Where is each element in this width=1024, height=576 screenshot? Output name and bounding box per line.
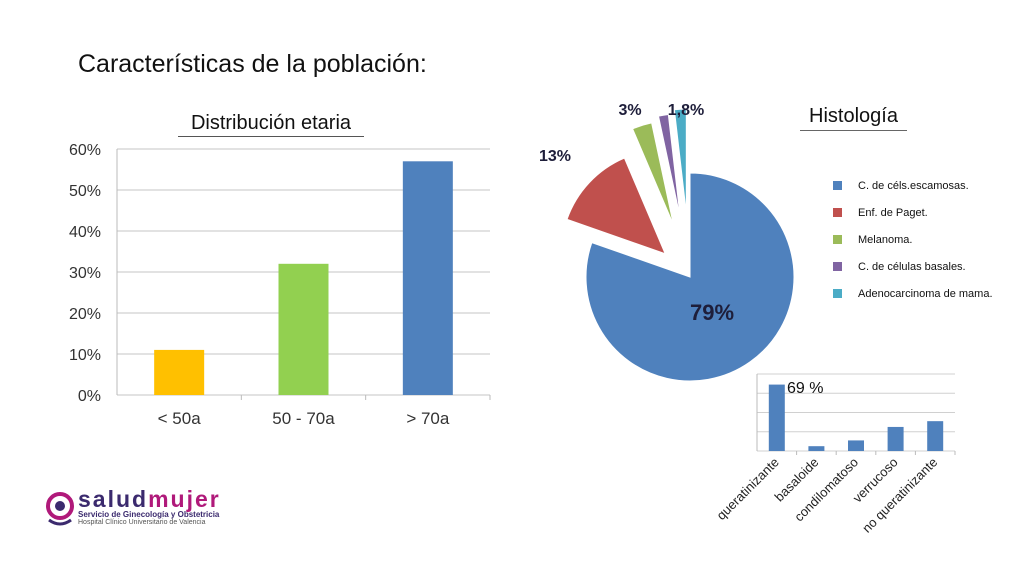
pie-slice [631,122,674,225]
bar [848,440,864,451]
legend-item: Melanoma. [833,226,993,253]
x-tick-label: 50 - 70a [272,409,335,428]
pie-data-label: 79% [690,300,734,325]
pie-data-label: 1,8% [668,102,704,119]
pie-slice [673,108,687,214]
bar [808,446,825,451]
y-tick-label: 50% [69,183,101,200]
legend-swatch [833,181,842,190]
bar [768,384,785,451]
logo-subtitle-hospital: Hospital Clínico Universitario de Valenc… [78,519,206,526]
legend-swatch [833,262,842,271]
legend-swatch [833,235,842,244]
y-tick-label: 10% [69,347,101,364]
bar [927,421,944,451]
bar-chart-title: Distribución etaria [178,110,364,137]
saludmujer-logo-icon [46,492,74,526]
legend-label: Adenocarcinoma de mama. [858,287,993,300]
y-tick-label: 30% [69,265,101,282]
logo-name-salud: salud [78,486,149,512]
y-tick-label: 0% [78,388,101,405]
x-tick-label: < 50a [158,409,202,428]
y-tick-label: 60% [69,142,101,159]
x-tick-label: queratinizante [714,455,782,523]
legend-item: Enf. de Paget. [833,199,993,226]
legend-label: Enf. de Paget. [858,206,928,219]
bar [887,426,904,451]
x-tick-label: no queratinizante [859,455,940,536]
slide-title: Características de la población: [78,50,427,78]
x-tick-label: > 70a [406,409,450,428]
bar [402,161,453,395]
legend-item: Adenocarcinoma de mama. [833,280,993,307]
legend-label: C. de células basales. [858,260,966,273]
logo-name-mujer: mujer [148,486,221,512]
legend-swatch [833,289,842,298]
pie-chart-title: Histología [800,103,907,131]
legend-item: C. de células basales. [833,253,993,280]
pie-slice [657,113,681,218]
pie-data-label: 13% [539,148,571,165]
pie-data-label: 3% [618,102,641,119]
logo-name: saludmujer [78,486,221,513]
bar [154,349,205,395]
logo-subtitle: Servicio de Ginecología y Obstetricia [78,510,220,519]
pie-slice [566,157,667,255]
legend-label: Melanoma. [858,233,913,246]
legend-item: C. de céls.escamosas. [833,172,993,199]
bar-annotation: 69 % [787,380,823,397]
y-tick-label: 40% [69,224,101,241]
pie-legend: C. de céls.escamosas. Enf. de Paget. Mel… [833,172,993,307]
pie-slice [585,172,795,382]
bar [278,263,329,395]
y-tick-label: 20% [69,306,101,323]
legend-swatch [833,208,842,217]
legend-label: C. de céls.escamosas. [858,179,969,192]
